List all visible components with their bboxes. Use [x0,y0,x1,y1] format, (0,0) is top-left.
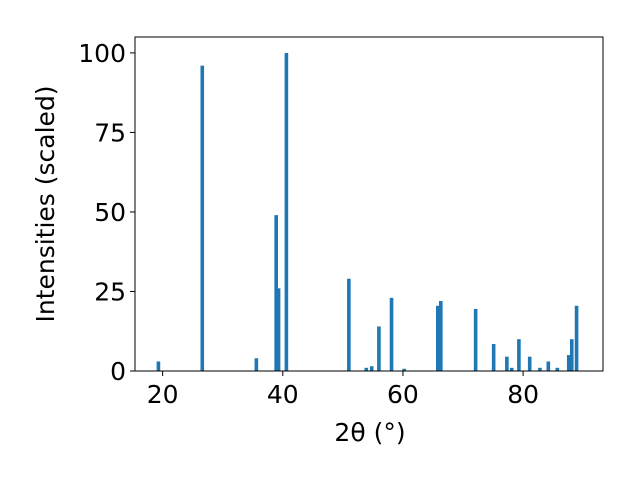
y-axis-label: Intensities (scaled) [31,85,60,322]
bar [377,326,381,371]
bar [505,356,509,371]
bar [276,288,281,371]
bar [402,368,406,371]
y-axis-ticks: 0 25 50 75 100 [78,39,135,386]
bar [438,301,443,371]
bar [538,367,542,371]
bar [566,355,571,371]
bar [569,339,574,371]
bar [509,367,514,371]
y-tick-label: 75 [94,118,126,147]
bar [574,305,579,371]
bar [200,65,205,371]
bar [364,367,369,371]
bar-series [156,52,579,372]
bar [527,356,532,371]
y-tick-label: 0 [110,357,126,386]
bar [546,361,551,371]
bar [274,215,278,371]
x-axis-label: 2θ (°) [334,418,405,447]
bar [369,366,374,371]
x-axis-ticks: 20 40 60 80 [147,371,539,409]
bar [435,305,440,371]
y-tick-label: 100 [78,39,126,68]
y-tick-label: 50 [94,198,126,227]
bar [284,52,289,372]
y-tick-label: 25 [94,277,126,306]
bar [555,367,560,371]
x-tick-label: 80 [507,380,539,409]
x-tick-label: 60 [387,380,419,409]
bar [254,358,259,371]
plot-frame [134,36,604,372]
bar [389,297,394,371]
bar [491,343,496,371]
bar [473,308,478,371]
x-tick-label: 40 [267,380,299,409]
bar [517,339,521,371]
bar [156,361,161,371]
x-tick-label: 20 [147,380,179,409]
bar [347,278,351,371]
